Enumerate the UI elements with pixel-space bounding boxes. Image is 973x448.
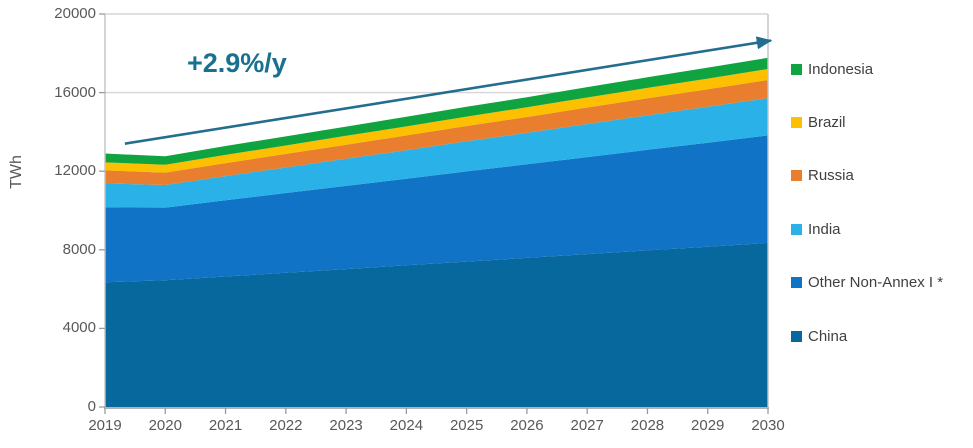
legend-item-china: China [791,327,847,345]
legend-swatch-icon [791,223,802,235]
x-axis-tick-label: 2026 [510,417,544,434]
legend-item-other-non-annex-i: Other Non-Annex I * [791,274,943,292]
legend-label: India [808,220,841,238]
y-axis-tick-label: 4000 [62,319,96,337]
y-axis-tick-label: 20000 [54,5,96,22]
y-axis-tick-label: 16000 [54,83,96,101]
legend-label: Other Non-Annex I * [808,274,944,292]
legend-swatch-icon [791,170,802,182]
x-axis-tick-label: 2019 [88,417,122,434]
y-axis-title: TWh [8,155,25,189]
x-axis-tick-label: 2022 [269,417,303,434]
x-axis-tick-label: 2029 [691,417,725,434]
x-axis-tick-label: 2024 [389,417,424,434]
legend-swatch-icon [791,116,802,128]
y-axis-tick-label: 8000 [62,240,96,258]
area-china [105,242,768,407]
legend-label: China [808,327,848,345]
area-india [105,98,768,208]
legend-swatch-icon [791,277,802,289]
x-axis-tick-label: 2020 [148,417,182,434]
legend-label: Brazil [808,113,846,131]
legend-label: Indonesia [808,60,874,78]
y-axis-tick-label: 12000 [54,162,96,180]
legend-swatch-icon [791,63,802,75]
growth-rate-annotation: +2.9%/y [187,48,287,78]
x-axis-tick-label: 2025 [449,417,484,434]
legend-label: Russia [808,167,854,185]
area-other-non-annex-i [105,135,768,283]
x-axis-tick-label: 2030 [751,417,785,434]
y-axis-tick-label: 0 [87,398,96,415]
legend-item-indonesia: Indonesia [791,60,873,78]
x-axis-tick-label: 2021 [208,417,243,434]
legend-swatch-icon [791,330,802,342]
area-russia [105,80,768,185]
x-axis-tick-label: 2023 [329,417,363,434]
x-axis-tick-label: 2027 [570,417,604,434]
legend-item-india: India [791,220,841,238]
legend: Indonesia Brazil Russia India Other Non-Anne… [791,0,973,448]
x-axis-tick-label: 2028 [630,417,665,434]
legend-item-russia: Russia [791,167,854,185]
trend-arrow [124,36,773,145]
legend-item-brazil: Brazil [791,113,846,131]
